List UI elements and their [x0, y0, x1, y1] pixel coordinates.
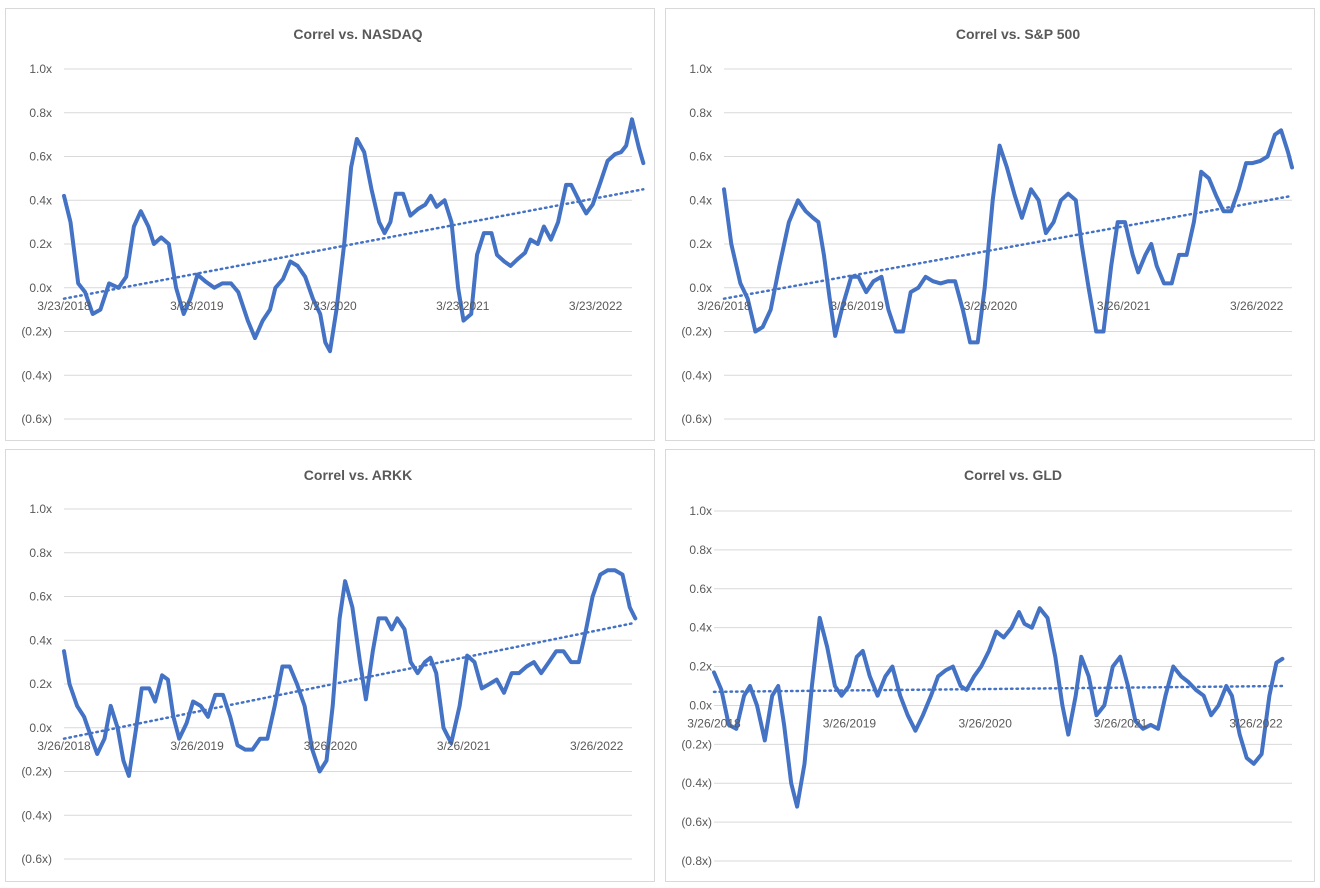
x-tick-label: 3/26/2019 [830, 299, 884, 313]
trendline [712, 684, 1284, 694]
x-tick-label: 3/26/2018 [37, 739, 91, 753]
y-tick-label: (0.2x) [681, 325, 712, 339]
chart-title: Correl vs. ARKK [304, 467, 412, 483]
chart-title: Correl vs. S&P 500 [956, 26, 1080, 42]
y-tick-label: (0.6x) [21, 412, 52, 426]
x-tick-label: 3/23/2021 [436, 299, 490, 313]
y-tick-label: 0.2x [689, 660, 712, 674]
x-tick-label: 3/26/2021 [1097, 299, 1151, 313]
y-tick-label: 0.8x [689, 106, 712, 120]
x-tick-label: 3/23/2020 [303, 299, 357, 313]
x-tick-label: 3/23/2019 [170, 299, 224, 313]
chart-panel-nasdaq: Correl vs. NASDAQ 1.0x 0.8x 0.6x 0.4x 0.2x 0.0… [5, 8, 655, 441]
y-tick-label: (0.2x) [681, 737, 712, 751]
chart-panel-sp500: Correl vs. S&P 500 1.0x 0.8x 0.6x 0.4x 0.2x 0.… [665, 8, 1315, 441]
y-tick-label: 0.8x [689, 543, 712, 557]
y-tick-label: 0.2x [689, 237, 712, 251]
trendline [62, 621, 637, 740]
y-tick-label: 0.6x [689, 582, 712, 596]
y-tick-label: (0.4x) [21, 808, 52, 822]
y-tick-label: (0.4x) [681, 368, 712, 382]
y-tick-label: 1.0x [29, 62, 52, 76]
chart-panel-arkk: Correl vs. ARKK 1.0x 0.8x 0.6x 0.4x 0.2x 0.0x (… [5, 449, 655, 882]
x-tick-label: 3/26/2022 [1229, 716, 1283, 730]
chart-svg-sp500: Correl vs. S&P 500 1.0x 0.8x 0.6x 0.4x 0.2x 0.… [681, 26, 1294, 426]
series-line [62, 568, 638, 778]
x-tick-label: 3/26/2020 [958, 716, 1012, 730]
y-tick-label: (0.4x) [681, 776, 712, 790]
x-tick-label: 3/26/2019 [823, 716, 877, 730]
y-tick-label: (0.6x) [21, 852, 52, 866]
chart-title: Correl vs. NASDAQ [293, 26, 422, 42]
x-tick-label: 3/26/2021 [437, 739, 491, 753]
chart-title: Correl vs. GLD [964, 467, 1062, 483]
y-tick-label: 0.2x [29, 677, 52, 691]
x-tick-label: 3/26/2021 [1094, 716, 1148, 730]
series-line [712, 606, 1285, 809]
chart-svg-nasdaq: Correl vs. NASDAQ 1.0x 0.8x 0.6x 0.4x 0.2x 0.0… [21, 26, 646, 426]
chart-svg-arkk: Correl vs. ARKK 1.0x 0.8x 0.6x 0.4x 0.2x 0.0x (… [21, 467, 638, 866]
series-line [62, 117, 646, 354]
chart-panel-gld: Correl vs. GLD 1.0x 0.8x 0.6x 0.4x 0.2x 0.0x (0… [665, 449, 1315, 882]
y-tick-label: 0.4x [689, 621, 712, 635]
y-tick-label: 0.2x [29, 237, 52, 251]
series-line [722, 128, 1294, 345]
y-tick-label: 0.0x [689, 281, 712, 295]
y-tick-label: 0.4x [29, 633, 52, 647]
x-tick-label: 3/26/2022 [570, 739, 624, 753]
x-tick-label: 3/26/2018 [697, 299, 751, 313]
x-tick-label: 3/23/2018 [37, 299, 91, 313]
y-tick-label: 0.4x [689, 193, 712, 207]
y-tick-label: (0.2x) [21, 325, 52, 339]
x-tick-label: 3/26/2020 [964, 299, 1018, 313]
y-tick-label: 0.6x [29, 150, 52, 164]
y-tick-label: 0.0x [29, 721, 52, 735]
trendline [722, 194, 1294, 300]
y-tick-label: 0.8x [29, 106, 52, 120]
x-tick-label: 3/26/2020 [304, 739, 358, 753]
y-tick-label: 1.0x [689, 504, 712, 518]
x-tick-label: 3/26/2018 [687, 716, 741, 730]
y-tick-label: 0.0x [29, 281, 52, 295]
y-tick-label: 0.8x [29, 546, 52, 560]
x-tick-label: 3/26/2019 [170, 739, 224, 753]
y-tick-label: (0.6x) [681, 815, 712, 829]
x-tick-label: 3/23/2022 [569, 299, 623, 313]
y-tick-label: (0.8x) [681, 854, 712, 868]
y-tick-label: 1.0x [689, 62, 712, 76]
y-tick-label: 1.0x [29, 502, 52, 516]
x-tick-label: 3/26/2022 [1230, 299, 1284, 313]
trendline [62, 188, 645, 300]
y-tick-label: 0.4x [29, 193, 52, 207]
y-tick-label: 0.6x [29, 590, 52, 604]
y-tick-label: 0.0x [689, 698, 712, 712]
y-tick-label: (0.4x) [21, 368, 52, 382]
y-tick-label: 0.6x [689, 150, 712, 164]
y-tick-label: (0.6x) [681, 412, 712, 426]
y-tick-label: (0.2x) [21, 765, 52, 779]
chart-svg-gld: Correl vs. GLD 1.0x 0.8x 0.6x 0.4x 0.2x 0.0x (0… [681, 467, 1292, 868]
